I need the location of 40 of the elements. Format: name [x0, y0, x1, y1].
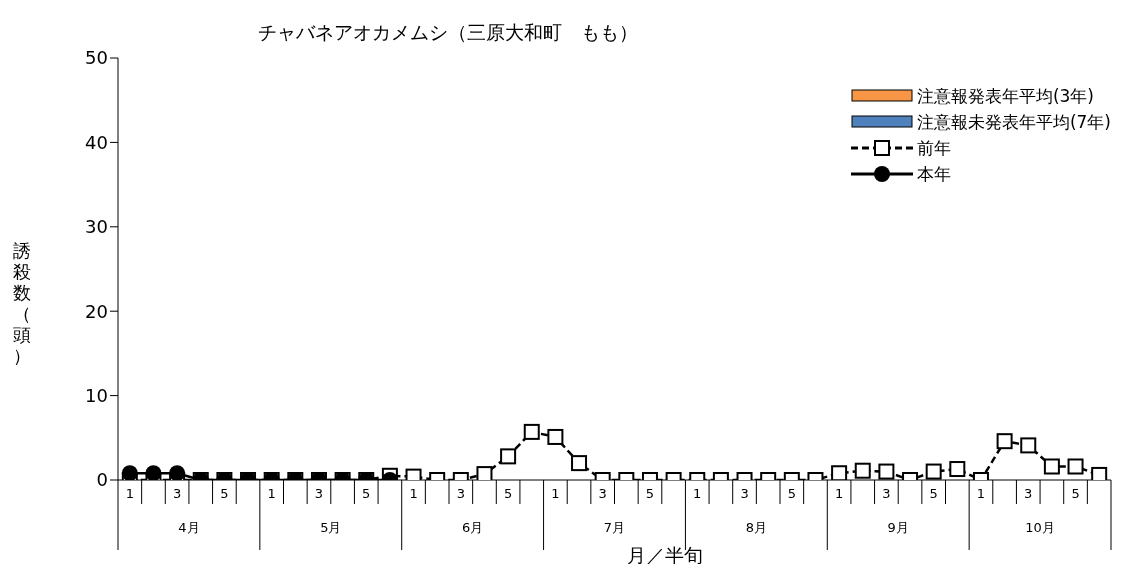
x-tick-label: 3	[314, 486, 324, 501]
x-tick-label: 1	[267, 486, 276, 501]
text: 4月	[178, 520, 200, 535]
x-tick-label: 5	[1071, 486, 1080, 501]
x-tick-label: 3	[740, 486, 749, 501]
y-tick-label: 30	[85, 216, 108, 238]
x-tick-label: 3	[456, 486, 465, 501]
y-tick-label: 40	[85, 131, 108, 153]
x-tick-label: 5	[220, 486, 229, 501]
x-tick-label: 1	[693, 486, 702, 501]
text: 6月	[462, 520, 484, 535]
y-tick-label: 0	[96, 469, 108, 491]
x-tick-label: 5	[787, 486, 796, 501]
text: 7月	[603, 520, 626, 535]
legend-label: 注意報未発表年平均(7年)	[916, 111, 1111, 134]
x-tick-label: 3	[598, 486, 607, 501]
x-tick-label: 3	[1024, 486, 1033, 501]
x-tick-label: 1	[125, 486, 134, 501]
legend-label: 本年	[916, 163, 951, 186]
x-tick-label: 3	[172, 486, 182, 501]
y-tick-label: 20	[85, 300, 108, 322]
y-axis-title: 誘殺数（頭）	[12, 240, 32, 366]
x-tick-label: 5	[362, 486, 371, 501]
chart-title: チャバネアオカメムシ（三原大和町 もも）	[258, 20, 638, 45]
x-tick-label: 5	[503, 486, 513, 501]
x-tick-label: 5	[929, 486, 938, 501]
x-tick-label: 1	[834, 486, 844, 501]
text: 10月	[1025, 520, 1055, 535]
x-tick-label: 1	[551, 486, 560, 501]
x-tick-label: 3	[882, 486, 891, 501]
x-tick-label: 5	[645, 486, 655, 501]
legend-label: 前年	[916, 137, 951, 160]
x-tick-label: 1	[976, 486, 986, 501]
y-tick-label: 10	[85, 384, 108, 406]
text: 9月	[887, 520, 909, 535]
x-tick-label: 1	[409, 486, 418, 501]
text: 8月	[745, 520, 767, 535]
legend-label: 注意報発表年平均(3年)	[916, 85, 1094, 108]
text: 5月	[320, 520, 342, 535]
y-tick-label: 50	[85, 47, 108, 69]
